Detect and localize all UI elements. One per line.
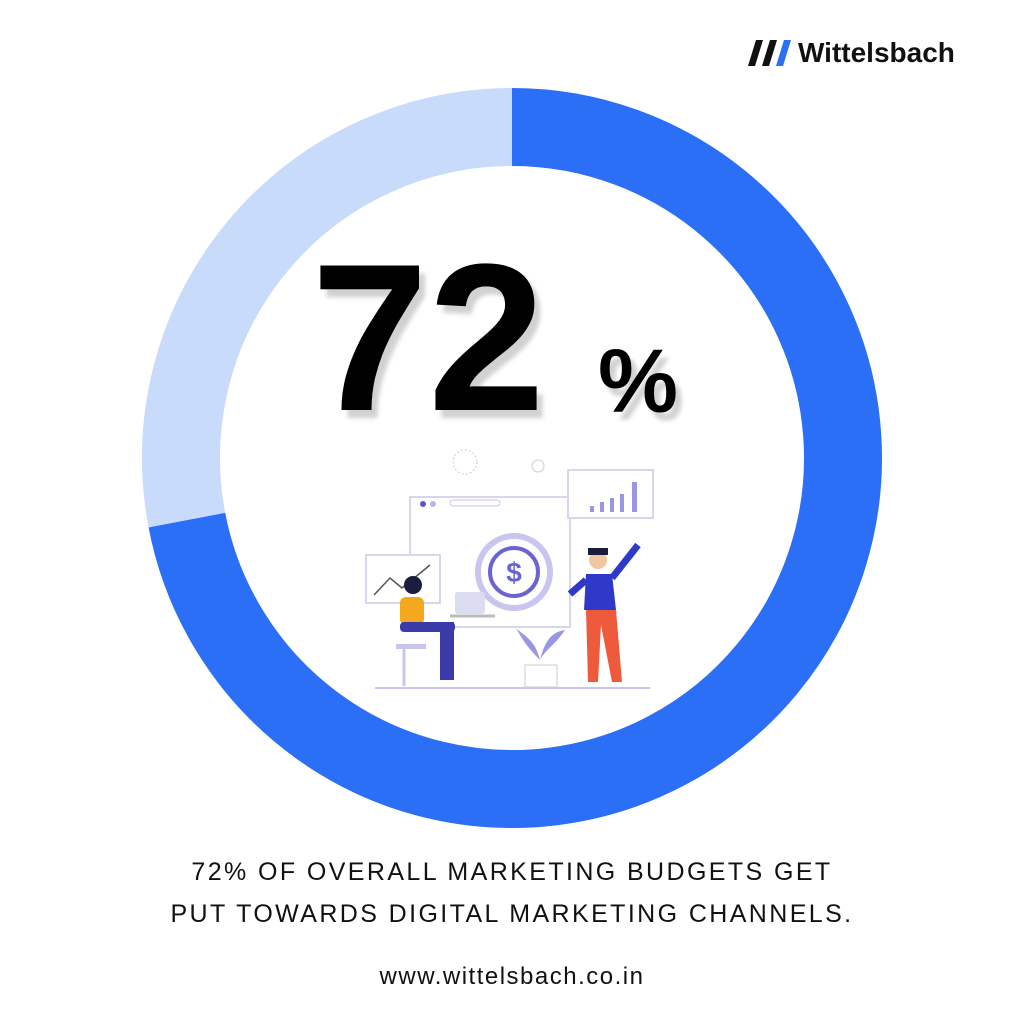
svg-text:$: $: [506, 557, 522, 588]
donut: [142, 88, 882, 828]
caption-line: PUT TOWARDS DIGITAL MARKETING CHANNELS.: [170, 900, 853, 928]
center-value: 72: [311, 220, 545, 455]
donut-segment: [148, 88, 882, 828]
center-unit: %: [598, 332, 678, 432]
brand: Wittelsbach: [798, 37, 955, 68]
donut-segment: [142, 88, 513, 528]
illustration: $: [365, 449, 654, 689]
caption-line: 72% OF OVERALL MARKETING BUDGETS GET: [191, 858, 832, 886]
url: www.wittelsbach.co.in: [379, 963, 645, 990]
logo: Wittelsbach: [748, 37, 955, 68]
